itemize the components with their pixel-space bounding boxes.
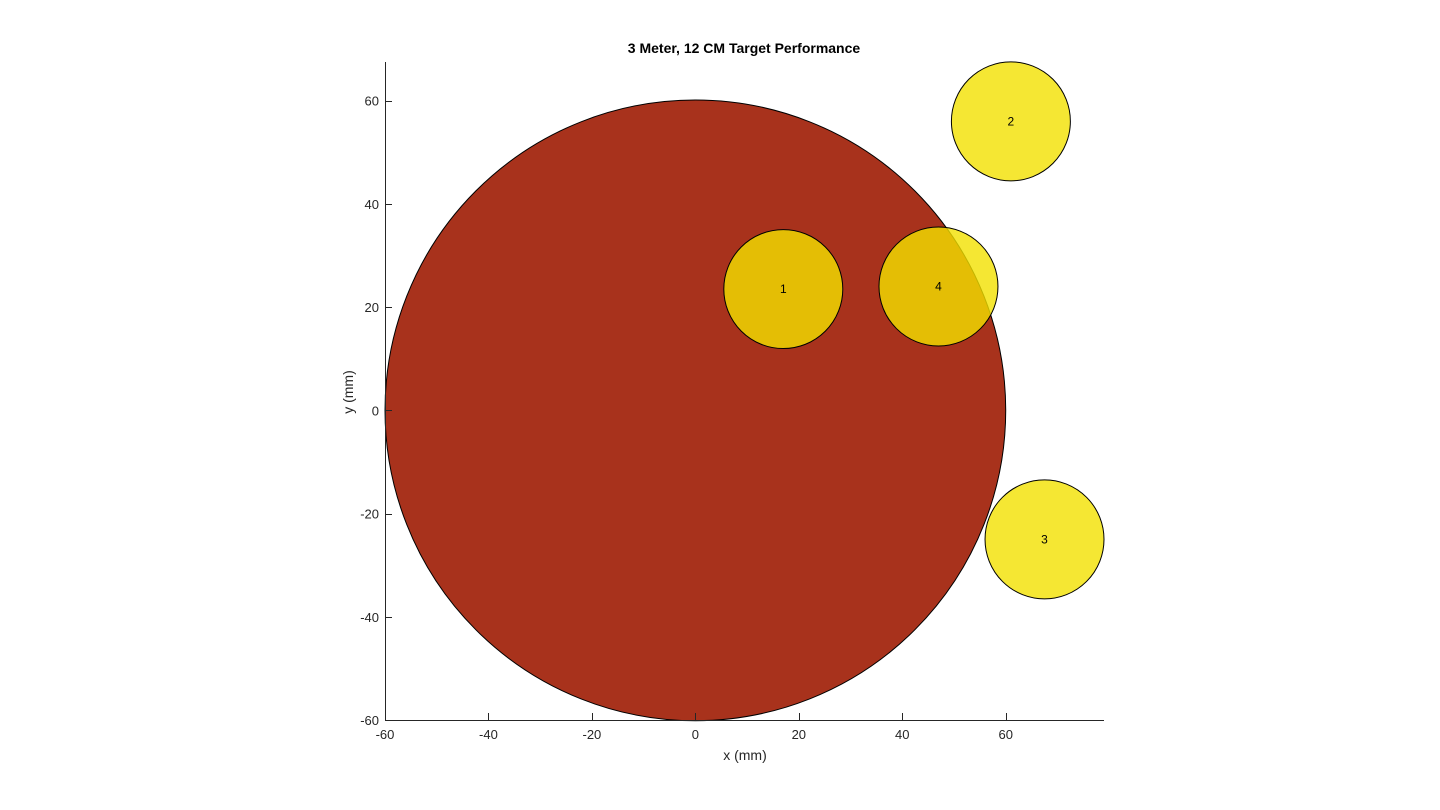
y-tick-label: -40 [360, 610, 379, 625]
shot-label-2: 2 [1008, 114, 1015, 128]
x-tick-label: -20 [583, 727, 602, 742]
chart-title: 3 Meter, 12 CM Target Performance [628, 40, 861, 56]
y-tick-label: -60 [360, 713, 379, 728]
y-axis-title: y (mm) [340, 370, 356, 414]
axes: -60 -40 -20 0 20 40 60 -60 -40 -20 0 20 40 60 [360, 62, 1104, 742]
y-tick-label: 40 [365, 197, 379, 212]
x-axis-ticks: -60 -40 -20 0 20 40 60 [376, 713, 1013, 742]
x-tick-label: 60 [998, 727, 1012, 742]
x-tick-label: 40 [895, 727, 909, 742]
shots-layer: 1 2 3 4 [723, 61, 1105, 600]
y-tick-label: 60 [365, 94, 379, 109]
plot-area: 1 2 3 4 [384, 61, 1105, 722]
shot-label-1: 1 [780, 282, 787, 296]
x-tick-label: -40 [479, 727, 498, 742]
shot-circle-3 [984, 479, 1105, 600]
y-axis-ticks: -60 -40 -20 0 20 40 60 [360, 94, 392, 728]
y-tick-label: 20 [365, 300, 379, 315]
target-circle [384, 99, 1007, 722]
x-tick-label: 20 [792, 727, 806, 742]
x-tick-label: -60 [376, 727, 395, 742]
x-axis-title: x (mm) [723, 747, 767, 763]
shot-circle-2 [950, 61, 1071, 182]
shot-circle-4 [878, 226, 999, 347]
shot-label-3: 3 [1041, 532, 1048, 546]
shot-circle-1 [723, 229, 844, 350]
y-tick-label: 0 [372, 403, 379, 418]
y-tick-label: -20 [360, 507, 379, 522]
shot-label-4: 4 [935, 279, 942, 293]
x-tick-label: 0 [692, 727, 699, 742]
